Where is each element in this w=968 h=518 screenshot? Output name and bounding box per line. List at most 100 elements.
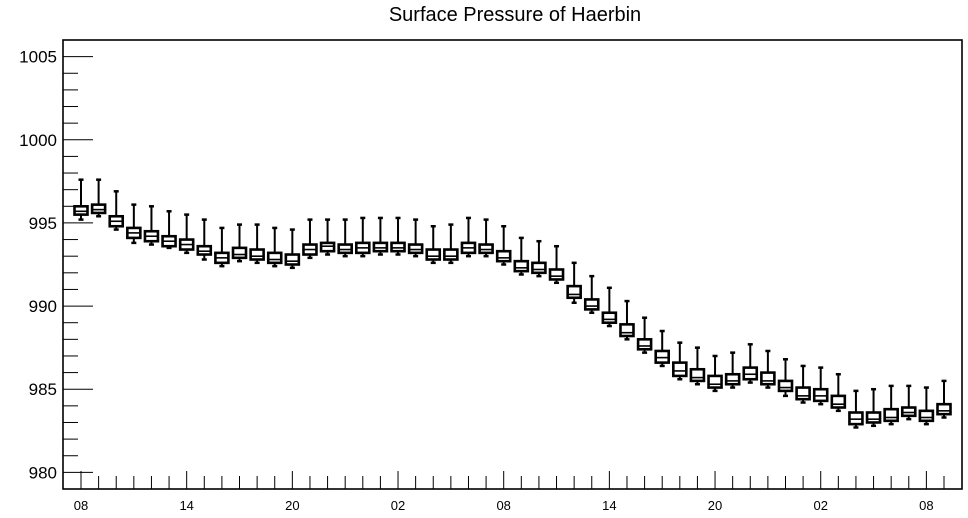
box-body	[883, 407, 899, 423]
box	[266, 226, 283, 268]
box	[777, 358, 794, 398]
box	[513, 236, 530, 276]
y-tick-label: 985	[29, 380, 57, 399]
box	[760, 349, 776, 389]
box-body	[777, 379, 794, 393]
box-body	[390, 241, 406, 253]
x-tick-label: 20	[708, 498, 722, 513]
box	[231, 223, 248, 263]
box-body	[865, 411, 882, 424]
box	[936, 379, 952, 419]
box	[460, 216, 477, 258]
x-tick-label: 14	[602, 498, 616, 513]
box-body	[266, 251, 283, 265]
box	[161, 210, 177, 250]
box-body	[636, 338, 653, 351]
box-body	[707, 374, 723, 389]
box	[689, 346, 706, 386]
box-body	[689, 367, 706, 383]
box-body	[231, 246, 248, 260]
box	[478, 218, 494, 258]
box	[601, 286, 618, 328]
x-tick-label: 08	[496, 498, 510, 513]
box	[249, 223, 265, 265]
plot-frame	[62, 39, 963, 490]
x-tick-label: 02	[813, 498, 827, 513]
box	[548, 244, 565, 285]
y-tick-label: 980	[29, 463, 57, 482]
chart-title: Surface Pressure of Haerbin	[388, 4, 642, 26]
box-body	[372, 241, 389, 253]
box	[443, 223, 459, 265]
box-body	[513, 259, 530, 273]
box	[337, 218, 353, 258]
y-axis: 980 985 990 995 1000 1005	[19, 39, 93, 482]
box	[883, 384, 899, 426]
y-tick-label: 995	[29, 214, 57, 233]
box-body	[654, 349, 671, 364]
box	[143, 205, 160, 246]
box	[319, 218, 336, 256]
box-body	[531, 261, 547, 275]
box	[372, 216, 389, 256]
box-body	[478, 243, 494, 255]
x-tick-label: 08	[74, 498, 88, 513]
y-tick-label: 990	[29, 297, 57, 316]
x-tick-label: 08	[919, 498, 933, 513]
box	[654, 329, 671, 368]
box-body	[249, 248, 265, 261]
box	[583, 274, 600, 314]
box-series	[73, 178, 952, 429]
box-body	[407, 243, 424, 255]
box-body	[830, 394, 847, 409]
box	[302, 218, 318, 260]
x-tick-label: 20	[285, 498, 299, 513]
box-body	[936, 402, 952, 416]
box-body	[918, 409, 935, 423]
box	[566, 261, 582, 304]
box	[848, 389, 864, 429]
box	[196, 218, 213, 261]
box	[619, 299, 635, 341]
box	[918, 386, 935, 426]
x-tick-label: 02	[391, 498, 405, 513]
box-body	[566, 284, 582, 300]
box-body	[90, 203, 107, 215]
box-body	[583, 298, 600, 311]
box	[636, 316, 653, 354]
box	[724, 351, 741, 389]
box-body	[812, 387, 829, 403]
box-body	[319, 241, 336, 253]
box	[90, 178, 107, 218]
box	[672, 341, 688, 381]
box	[495, 225, 512, 266]
box-body	[900, 406, 917, 418]
box	[73, 178, 89, 221]
box	[390, 216, 406, 256]
y-tick-label: 1005	[19, 48, 57, 67]
box	[284, 228, 301, 270]
box	[865, 387, 882, 428]
box	[108, 190, 125, 231]
box-body	[196, 244, 213, 256]
box	[214, 226, 230, 268]
box	[178, 213, 195, 255]
box	[900, 384, 917, 421]
box-body	[425, 248, 442, 261]
box	[126, 203, 142, 245]
box	[425, 225, 442, 265]
box-body	[672, 361, 688, 378]
box	[830, 373, 847, 413]
box	[707, 354, 723, 393]
box	[742, 343, 759, 384]
box-body	[495, 249, 512, 263]
x-tick-label: 14	[179, 498, 193, 513]
box	[812, 366, 829, 406]
box-body	[548, 268, 565, 281]
box-body	[73, 204, 89, 216]
box-body	[601, 311, 618, 325]
box	[407, 218, 424, 258]
box	[354, 216, 371, 258]
box	[795, 364, 811, 404]
